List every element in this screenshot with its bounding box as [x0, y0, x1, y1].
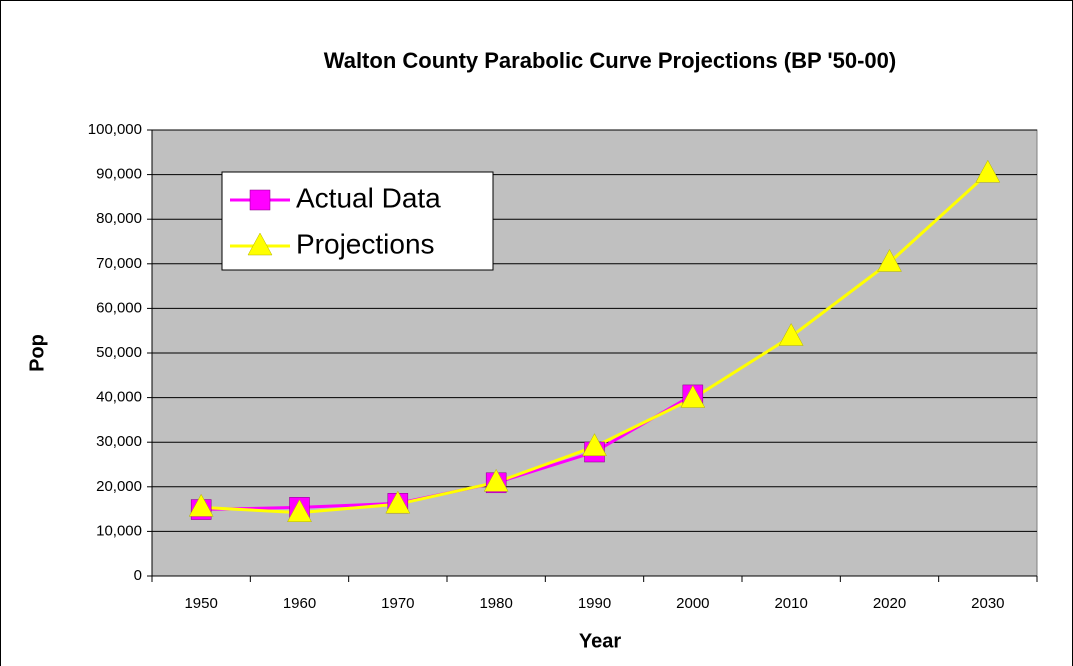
y-axis-title: Pop — [26, 334, 48, 372]
x-tick-label: 1960 — [283, 595, 316, 612]
x-tick-label: 1950 — [184, 595, 217, 612]
x-tick-label: 2020 — [873, 595, 906, 612]
marker — [249, 189, 271, 211]
y-tick-label: 80,000 — [96, 210, 142, 227]
marker — [975, 159, 1001, 183]
x-axis-title: Year — [579, 630, 621, 652]
y-tick-label: 100,000 — [88, 121, 142, 138]
legend-label: Actual Data — [296, 182, 441, 213]
marker — [582, 433, 607, 456]
marker — [483, 468, 509, 492]
x-tick-label: 1970 — [381, 595, 414, 612]
y-tick-label: 10,000 — [96, 522, 142, 539]
y-tick-label: 20,000 — [96, 478, 142, 495]
marker — [877, 248, 902, 272]
legend-label: Projections — [296, 228, 435, 259]
y-tick-label: 40,000 — [96, 389, 142, 406]
marker — [680, 384, 706, 408]
y-tick-label: 30,000 — [96, 433, 142, 450]
y-tick-label: 50,000 — [96, 344, 142, 361]
x-tick-label: 2030 — [971, 595, 1004, 612]
chart-title: Walton County Parabolic Curve Projection… — [324, 48, 896, 73]
x-tick-label: 1990 — [578, 595, 611, 612]
y-tick-label: 0 — [134, 567, 142, 584]
y-tick-label: 60,000 — [96, 299, 142, 316]
x-tick-label: 1980 — [479, 595, 512, 612]
marker — [778, 322, 804, 346]
marker — [188, 493, 214, 517]
marker — [287, 499, 312, 522]
y-tick-label: 90,000 — [96, 166, 142, 183]
x-tick-label: 2000 — [676, 595, 709, 612]
y-tick-label: 70,000 — [96, 255, 142, 272]
x-tick-label: 2010 — [774, 595, 807, 612]
marker — [247, 232, 273, 256]
marker — [385, 490, 411, 514]
